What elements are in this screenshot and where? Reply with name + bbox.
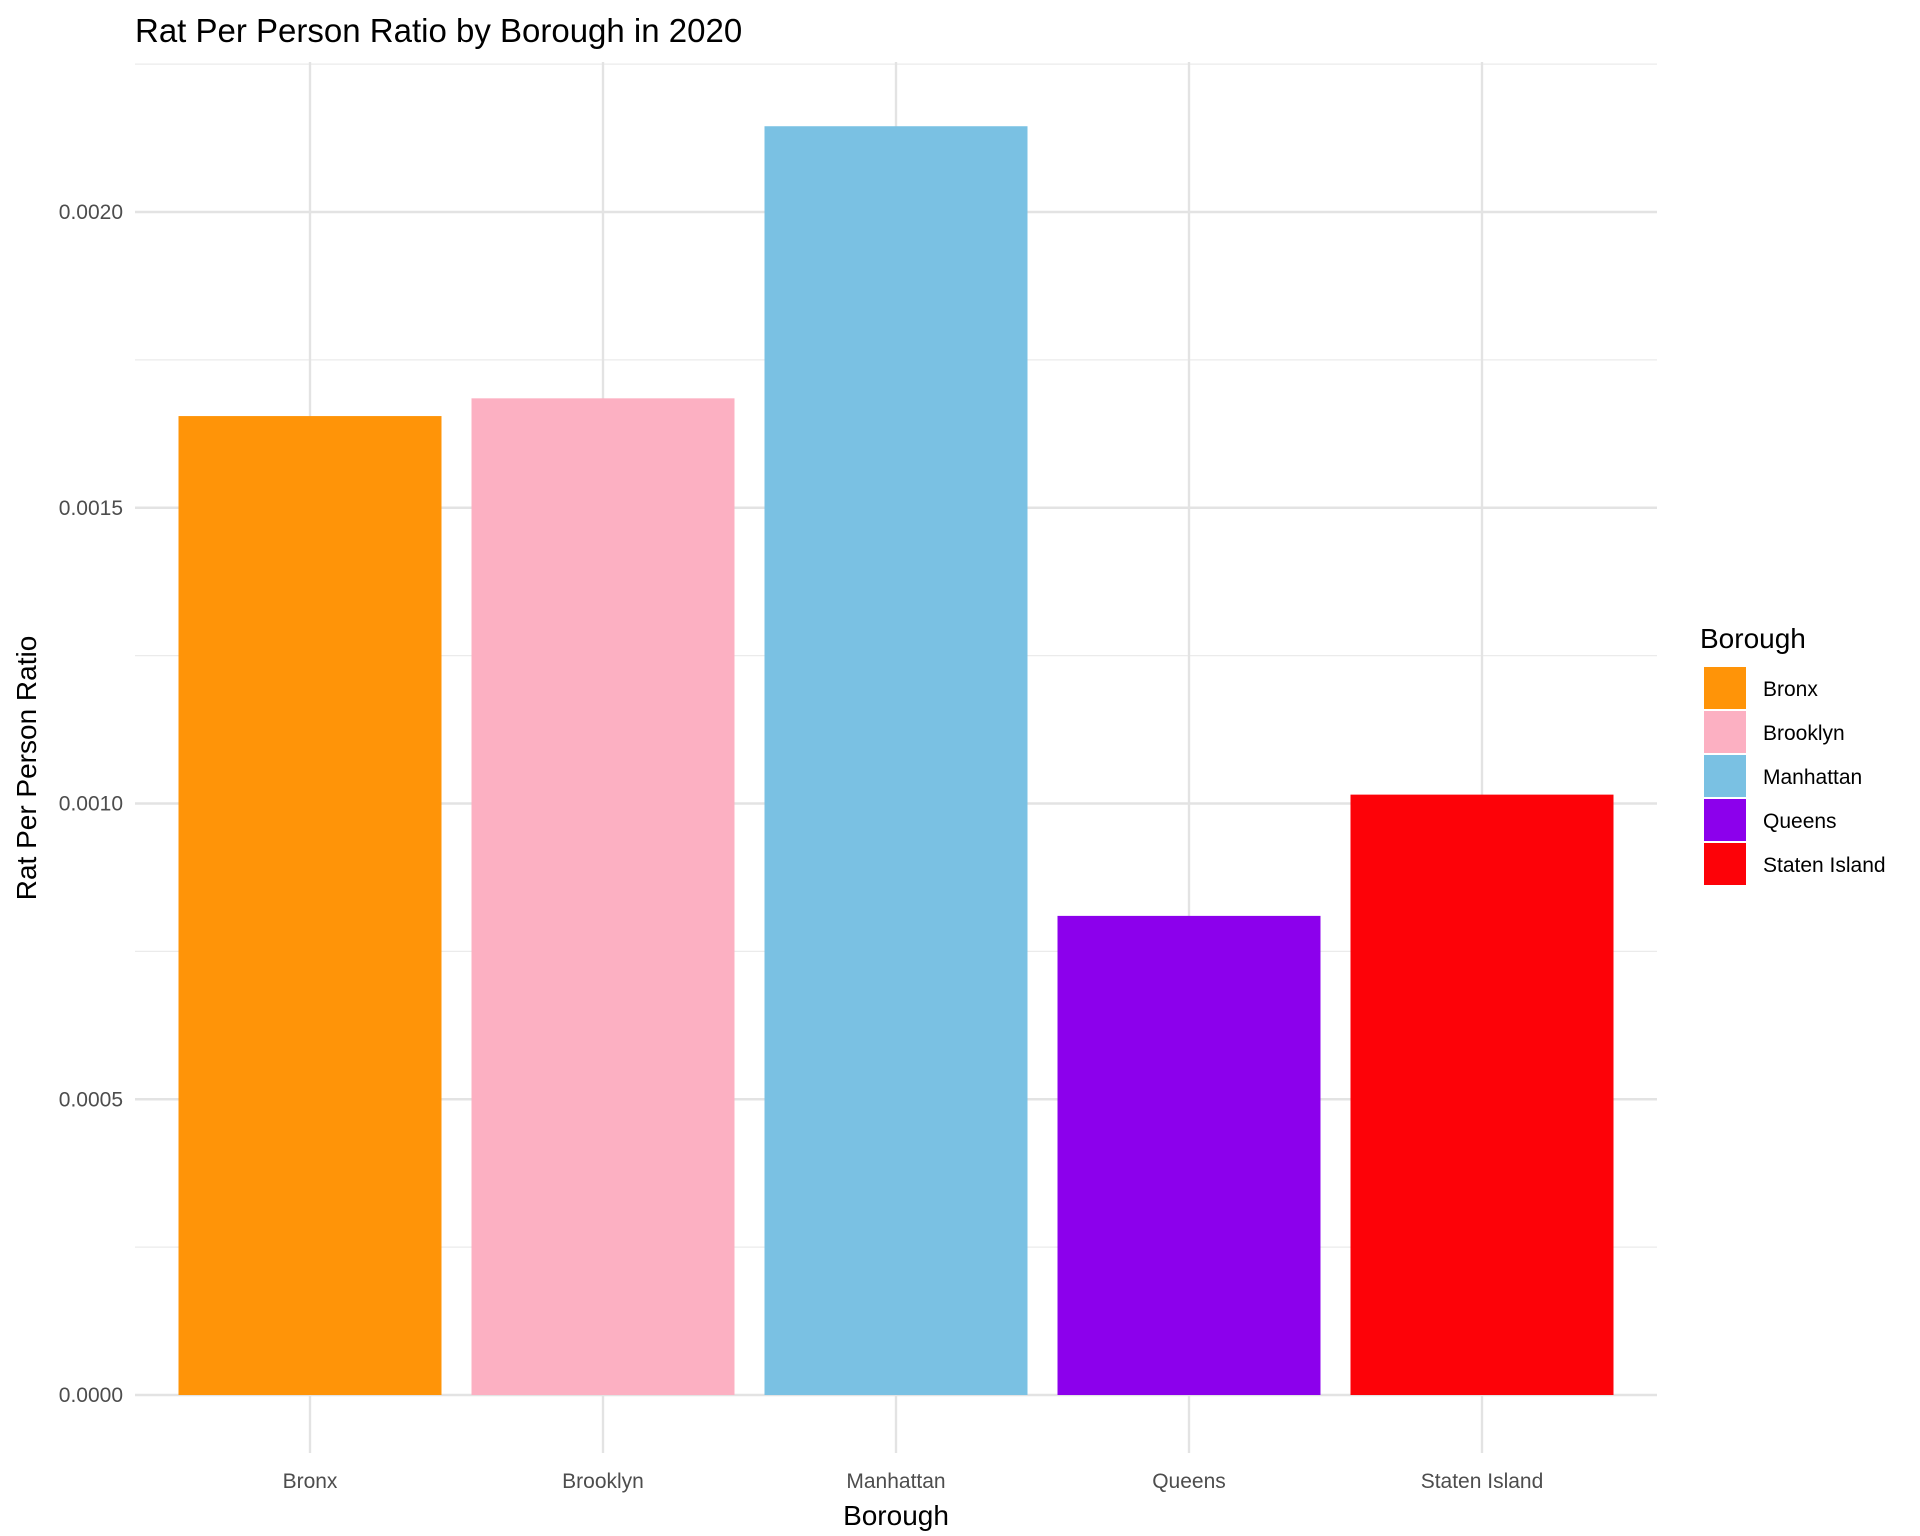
- legend-label: Manhattan: [1763, 766, 1862, 789]
- bars: [178, 126, 1614, 1395]
- x-tick-label: Brooklyn: [562, 1470, 644, 1493]
- legend-key: [1704, 843, 1746, 885]
- legend-key: [1704, 667, 1746, 709]
- x-axis-ticks: Bronx Brooklyn Manhattan Queens Staten Islan…: [283, 1470, 1544, 1493]
- y-tick-label: 0.0020: [59, 201, 123, 224]
- bar-brooklyn: [471, 398, 735, 1395]
- legend-key: [1704, 711, 1746, 753]
- x-tick-label: Manhattan: [846, 1470, 945, 1493]
- x-tick-label: Bronx: [283, 1470, 338, 1493]
- x-tick-label: Staten Island: [1421, 1470, 1544, 1493]
- bar-queens: [1057, 915, 1321, 1395]
- y-tick-label: 0.0000: [59, 1384, 123, 1407]
- legend-title: Borough: [1700, 623, 1806, 654]
- y-axis-title: Rat Per Person Ratio: [11, 636, 42, 901]
- legend-label: Staten Island: [1763, 854, 1886, 877]
- bar-staten-island: [1350, 794, 1614, 1395]
- legend-label: Bronx: [1763, 678, 1818, 701]
- y-tick-label: 0.0005: [59, 1088, 123, 1111]
- x-tick-label: Queens: [1152, 1470, 1226, 1493]
- bar-manhattan: [764, 126, 1028, 1395]
- legend: Borough Bronx Brooklyn Manhattan Queens Stat…: [1700, 623, 1886, 885]
- x-axis-title: Borough: [843, 1500, 949, 1531]
- legend-key: [1704, 755, 1746, 797]
- chart-title: Rat Per Person Ratio by Borough in 2020: [135, 12, 742, 49]
- y-tick-label: 0.0015: [59, 497, 123, 520]
- legend-key: [1704, 799, 1746, 841]
- bar-bronx: [178, 416, 442, 1395]
- y-axis-ticks: 0.0000 0.0005 0.0010 0.0015 0.0020: [59, 201, 123, 1407]
- legend-label: Brooklyn: [1763, 722, 1845, 745]
- legend-label: Queens: [1763, 810, 1837, 833]
- y-tick-label: 0.0010: [59, 793, 123, 816]
